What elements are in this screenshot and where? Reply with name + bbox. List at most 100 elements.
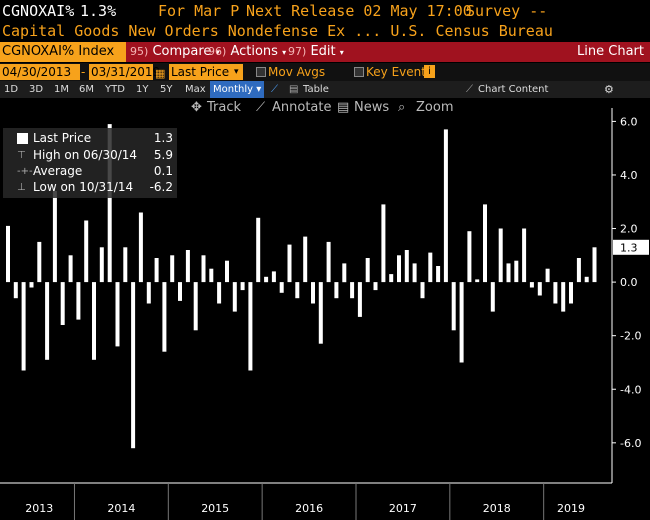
y-tick-label: 0.0 xyxy=(620,276,638,289)
bar-71 xyxy=(561,282,566,312)
last-value-tag: 1.3 xyxy=(613,239,649,255)
table-button[interactable]: Table xyxy=(303,84,329,95)
news-icon: ▤ xyxy=(337,100,350,115)
y-tick-label: -6.0 xyxy=(620,437,641,450)
bar-74 xyxy=(584,276,589,283)
bar-66 xyxy=(522,228,527,283)
period-button-3d[interactable]: 3D xyxy=(29,84,44,95)
bar-62 xyxy=(490,282,495,312)
legend-low: ⊥ Low on 10/31/14 -6.2 xyxy=(17,180,173,194)
bar-35 xyxy=(279,282,284,293)
period-button-1d[interactable]: 1D xyxy=(4,84,19,95)
y-tick-label: -2.0 xyxy=(620,330,641,343)
bar-69 xyxy=(545,268,550,283)
bar-12 xyxy=(99,247,104,283)
frequency-selector[interactable]: Monthly ▾ xyxy=(210,81,265,98)
x-axis-ticks: 2013 2014 2015 2016 2017 2018 2019 xyxy=(25,483,585,520)
y-tick-label: -4.0 xyxy=(620,383,641,396)
range-separator: - xyxy=(81,65,86,79)
chart-legend[interactable]: Last Price 1.3 ⊤ High on 06/30/14 5.9 -+… xyxy=(3,128,177,198)
dropdown-arrow-icon: ▾ xyxy=(282,48,287,57)
bar-18 xyxy=(146,282,151,304)
legend-last-price: Last Price 1.3 xyxy=(3,132,177,145)
bar-56 xyxy=(443,129,448,283)
bar-39 xyxy=(311,282,315,304)
ticker-field[interactable]: CGNOXAI% Index xyxy=(0,42,126,62)
bar-21 xyxy=(170,255,175,283)
bar-55 xyxy=(436,266,441,283)
dropdown-arrow-icon: ▾ xyxy=(215,48,220,57)
survey: Survey -- xyxy=(466,2,548,20)
start-date-field[interactable]: 04/30/2013 xyxy=(0,64,80,80)
bar-11 xyxy=(92,282,96,360)
x-tick-label: 2014 xyxy=(107,502,135,515)
bar-58 xyxy=(459,282,464,363)
bar-67 xyxy=(529,282,534,288)
line-chart-icon[interactable]: ⟋ xyxy=(271,84,278,95)
period-button-1y[interactable]: 1Y xyxy=(136,84,149,95)
bar-53 xyxy=(420,282,425,299)
period-button-6m[interactable]: 6M xyxy=(79,84,94,95)
bar-40 xyxy=(318,282,323,344)
actions-button[interactable]: 96) Actions ▾ xyxy=(208,44,287,59)
annotate-icon: ⟋ xyxy=(256,100,266,115)
bar-9 xyxy=(76,282,81,320)
average-marker-icon: -+- xyxy=(17,166,33,177)
chart-content-icon[interactable]: ⟋ xyxy=(466,84,473,95)
bar-15 xyxy=(123,247,128,283)
x-tick-label: 2016 xyxy=(295,502,323,515)
bar-22 xyxy=(178,282,182,301)
bar-13 xyxy=(107,124,112,283)
mov-avgs-checkbox[interactable] xyxy=(256,67,266,77)
bar-14 xyxy=(115,282,120,347)
bar-26 xyxy=(209,268,214,283)
bar-59 xyxy=(467,231,472,283)
key-events-label: Key Events xyxy=(366,65,433,79)
info-icon[interactable]: i xyxy=(424,65,435,78)
bar-16 xyxy=(131,282,136,449)
last-value: 1.3% xyxy=(80,2,117,20)
y-axis-ticks: -6.0 -4.0 -2.0 0.0 2.0 4.0 6.0 xyxy=(612,115,641,450)
period-button-5y[interactable]: 5Y xyxy=(160,84,173,95)
bar-65 xyxy=(514,260,519,283)
x-tick-label: 2017 xyxy=(389,502,417,515)
bar-chart[interactable]: -6.0-4.0-2.00.02.04.06.0 2013 2014 2015 201… xyxy=(0,98,650,520)
field-selector[interactable]: Last Price xyxy=(169,64,243,80)
key-events-checkbox[interactable] xyxy=(354,67,364,77)
edit-button[interactable]: 97) Edit ▾ xyxy=(288,44,344,59)
annotate-button[interactable]: Annotate xyxy=(272,100,332,115)
bar-52 xyxy=(412,263,417,283)
x-tick-label: 2013 xyxy=(25,502,53,515)
zoom-button[interactable]: Zoom xyxy=(416,100,454,115)
track-icon: ✥ xyxy=(191,100,202,115)
calendar-icon[interactable]: ▦ xyxy=(155,67,166,80)
bar-27 xyxy=(217,282,222,304)
period-button-ytd[interactable]: YTD xyxy=(105,84,125,95)
period-button-1m[interactable]: 1M xyxy=(54,84,69,95)
bar-31 xyxy=(248,282,253,371)
last-value-tag-box xyxy=(613,239,649,255)
dropdown-arrow-icon: ▾ xyxy=(234,67,239,77)
chart-content-button[interactable]: Chart Content xyxy=(478,84,549,95)
bar-64 xyxy=(506,263,511,283)
compare-button[interactable]: 95) Compare ▾ xyxy=(130,44,220,59)
gear-icon[interactable]: ⚙ xyxy=(604,83,614,96)
y-tick-label: 4.0 xyxy=(620,169,638,182)
bar-28 xyxy=(225,260,229,283)
bar-73 xyxy=(576,258,581,283)
y-tick-label: 6.0 xyxy=(620,115,638,128)
bar-7 xyxy=(60,282,65,325)
release-period: For Mar P xyxy=(158,2,240,20)
period-bar: 1D 3D 1M 6M YTD 1Y 5Y Max Monthly ▾ ⟋ ▤ … xyxy=(0,81,650,98)
table-icon[interactable]: ▤ xyxy=(289,84,299,95)
mov-avgs-label: Mov Avgs xyxy=(268,65,326,79)
bar-46 xyxy=(365,258,370,283)
bar-1 xyxy=(13,282,18,299)
low-marker-icon: ⊥ xyxy=(17,182,26,193)
chart-type-label[interactable]: Line Chart xyxy=(577,44,644,59)
period-button-max[interactable]: Max xyxy=(185,84,206,95)
end-date-field[interactable]: 03/31/2019 xyxy=(89,64,161,80)
bar-23 xyxy=(185,250,190,283)
track-button[interactable]: Track xyxy=(207,100,242,115)
news-button[interactable]: News xyxy=(354,100,390,115)
